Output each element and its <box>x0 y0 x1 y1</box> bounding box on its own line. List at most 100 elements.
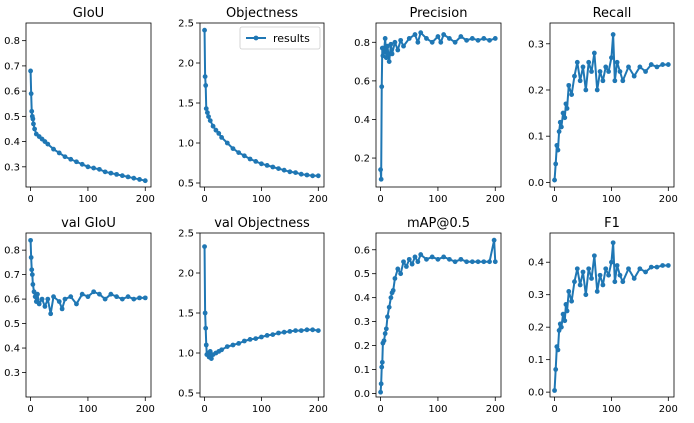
data-point <box>395 47 401 53</box>
data-point <box>310 327 316 333</box>
data-point <box>36 301 42 307</box>
data-point <box>102 169 108 175</box>
y-tick-label: 2.5 <box>178 229 194 240</box>
chart-title: Objectness <box>226 6 298 21</box>
data-point <box>56 150 62 156</box>
data-point <box>446 256 452 262</box>
series-line <box>553 241 669 391</box>
data-point <box>617 69 623 74</box>
data-point <box>660 62 666 67</box>
data-point <box>253 336 259 341</box>
y-tick-label: 0.5 <box>354 269 370 280</box>
data-point <box>580 64 586 70</box>
data-point <box>45 141 51 147</box>
data-point <box>591 50 597 56</box>
y-tick-label: 0.6 <box>354 245 370 256</box>
axes-frame <box>375 22 502 188</box>
data-point <box>114 171 119 177</box>
data-point <box>270 164 276 170</box>
data-point <box>654 264 660 270</box>
data-point <box>276 166 281 172</box>
y-tick-label: 0.4 <box>4 137 20 148</box>
y-tick-label: 0.0 <box>528 178 544 189</box>
chart-title: val Objectness <box>214 216 310 231</box>
data-point <box>560 110 566 116</box>
data-point <box>142 178 148 184</box>
data-point <box>379 84 385 90</box>
data-point <box>32 126 37 132</box>
x-tick-label: 200 <box>659 194 678 205</box>
data-point <box>452 259 458 265</box>
x-tick-label: 100 <box>78 194 97 205</box>
data-point <box>382 36 388 41</box>
y-tick-label: 0.0 <box>528 388 544 399</box>
chart-panel-6: val Objectness 0 100 200 0.5 1.0 1.5 2.0 2.5 <box>178 216 328 415</box>
data-point <box>569 298 575 304</box>
y-tick-label: 0.7 <box>4 270 20 281</box>
data-point <box>597 272 603 278</box>
data-point <box>620 279 626 285</box>
data-point <box>125 294 131 300</box>
chart-title: F1 <box>604 216 620 231</box>
data-point <box>452 39 458 45</box>
x-tick-label: 100 <box>428 194 447 205</box>
x-tick-label: 0 <box>551 404 557 415</box>
y-tick-label: 0.5 <box>4 319 20 330</box>
y-tick-label: 0.8 <box>4 36 20 47</box>
data-point <box>62 154 68 160</box>
series-line <box>379 31 496 181</box>
data-point <box>206 114 211 119</box>
data-point <box>552 388 557 393</box>
data-point <box>253 159 259 164</box>
data-point <box>39 296 45 302</box>
data-point <box>293 170 298 176</box>
data-point <box>29 108 35 114</box>
data-point <box>415 259 421 265</box>
x-tick-label: 0 <box>201 404 207 415</box>
data-point <box>464 37 469 43</box>
data-point <box>418 30 424 36</box>
data-point <box>108 291 114 297</box>
y-tick-label: 0.2 <box>528 323 544 334</box>
data-point <box>298 171 304 177</box>
chart-title: Precision <box>409 6 467 21</box>
data-point <box>379 364 385 370</box>
y-tick-label: 0.7 <box>4 61 20 72</box>
data-point <box>412 254 418 260</box>
y-tick-label: 0.1 <box>528 355 544 366</box>
chart-panel-7: mAP@0.5 0 100 200 0.0 0.1 0.2 0.3 0.4 0.5 0.6 <box>354 216 505 415</box>
data-point <box>310 173 316 179</box>
chart-panel-1: GIoU 0 100 200 0.3 0.4 0.5 0.6 0.7 0.8 <box>4 6 155 205</box>
data-point <box>586 59 592 65</box>
axes-frame <box>25 22 152 188</box>
data-point <box>401 259 406 265</box>
axes-frame <box>199 232 325 398</box>
data-point <box>441 32 447 37</box>
data-point <box>219 135 225 140</box>
y-tick-label: 0.3 <box>4 162 20 173</box>
data-point <box>589 69 594 74</box>
data-point <box>606 272 611 278</box>
data-point <box>28 91 34 97</box>
data-point <box>626 266 631 272</box>
data-point <box>406 256 412 262</box>
data-point <box>202 74 208 79</box>
data-point <box>207 349 213 354</box>
data-point <box>558 324 564 330</box>
data-point <box>315 173 321 179</box>
data-point <box>287 329 293 334</box>
series-line <box>203 246 319 360</box>
data-point <box>142 295 148 301</box>
data-point <box>438 39 444 45</box>
chart-panel-8: F1 0 100 200 0.0 0.1 0.2 0.3 0.4 <box>528 216 678 415</box>
chart-title: Recall <box>593 6 632 21</box>
chart-panel-3: Precision 0 100 200 0.2 0.4 0.6 0.8 <box>354 6 505 205</box>
axes-frame <box>549 232 675 398</box>
data-point <box>560 311 566 317</box>
data-point <box>631 276 637 281</box>
data-point <box>281 167 287 173</box>
data-point <box>298 328 304 333</box>
data-point <box>68 156 74 162</box>
data-point <box>574 266 580 272</box>
data-point <box>74 159 79 165</box>
